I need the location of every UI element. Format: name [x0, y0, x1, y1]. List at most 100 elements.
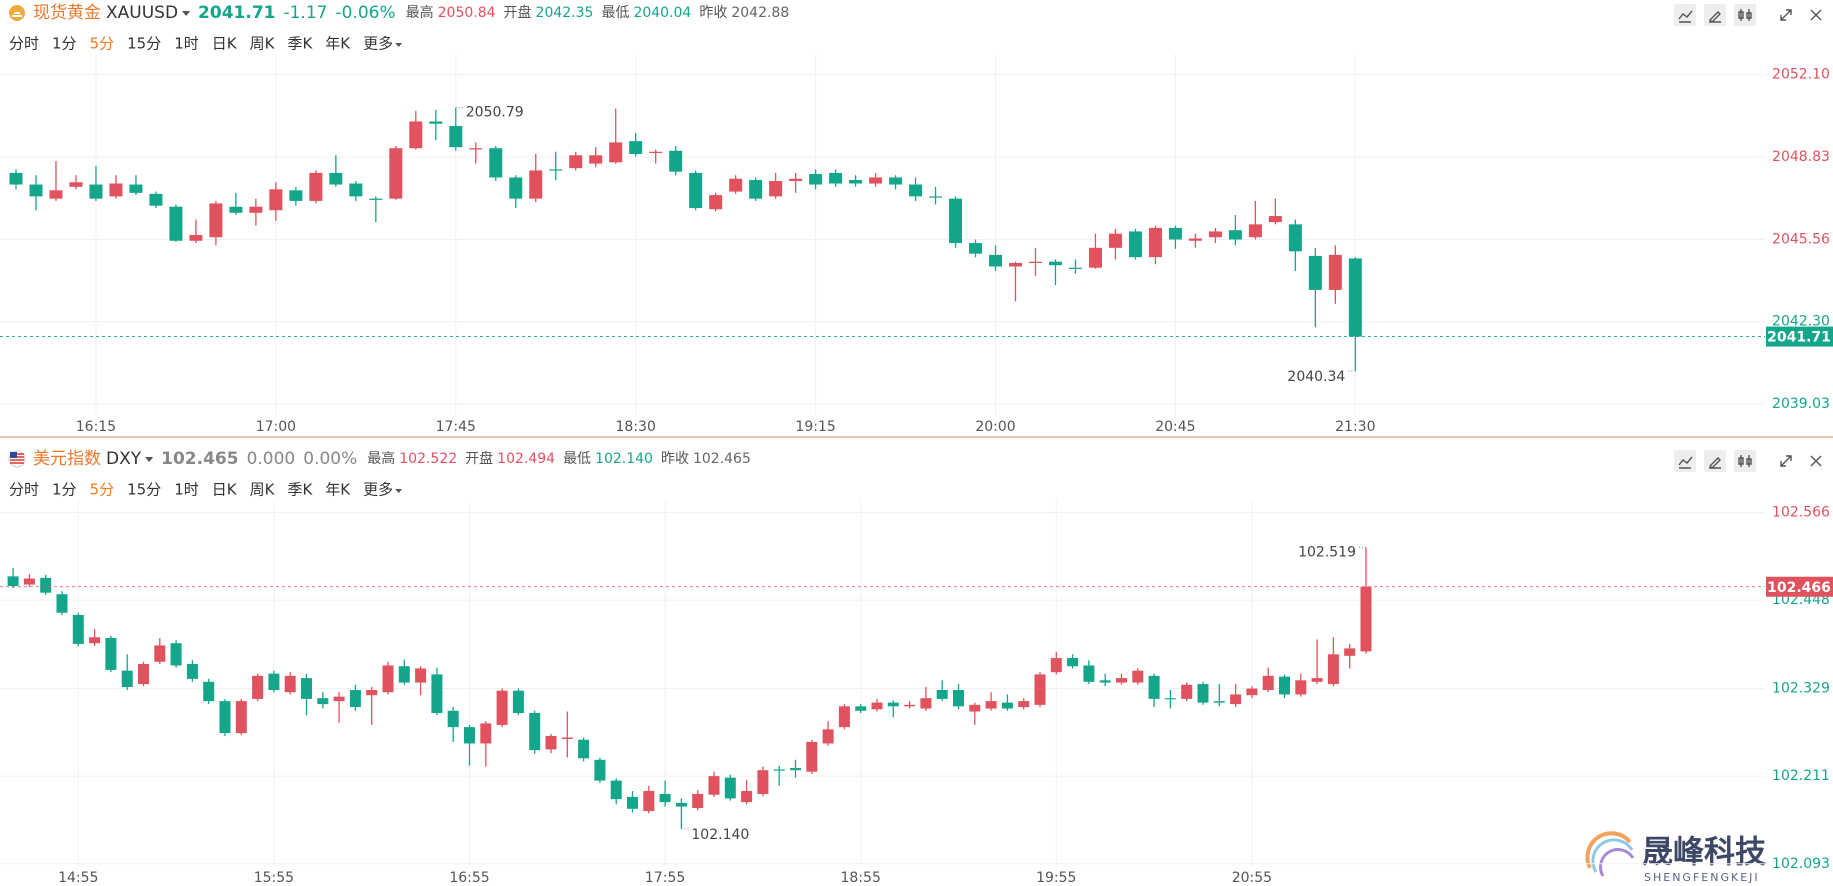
candle-body — [949, 198, 963, 244]
candle-body — [887, 702, 899, 707]
candle-body — [317, 698, 329, 705]
candle-body — [929, 196, 943, 198]
y-tick-label: 2045.56 — [1772, 232, 1830, 248]
toolbar-button[interactable] — [1734, 4, 1756, 26]
candle-body — [609, 142, 623, 163]
interval-tab[interactable]: 周K — [250, 481, 276, 499]
price: 102.465 — [161, 449, 238, 469]
candle-body — [105, 637, 117, 670]
candle-body — [1348, 258, 1362, 337]
candle-body — [512, 690, 524, 714]
candle-body — [1028, 261, 1042, 263]
interval-tab[interactable]: 5分 — [90, 35, 115, 53]
x-tick-label: 17:45 — [436, 419, 476, 435]
interval-tab[interactable]: 年K — [325, 35, 351, 53]
candle-body — [1108, 233, 1122, 248]
candle-body — [1068, 267, 1082, 269]
candle-body — [9, 172, 23, 185]
extreme-label: 102.519 — [1298, 544, 1356, 560]
candle-body — [170, 643, 182, 666]
candle-body — [849, 179, 863, 184]
candle-body — [309, 172, 323, 201]
candle-body — [561, 737, 573, 740]
toolbar-icon — [1780, 455, 1792, 467]
interval-tab[interactable]: 1分 — [52, 35, 77, 53]
candle-body — [235, 701, 247, 734]
candle-body — [1328, 254, 1342, 290]
interval-tab[interactable]: 分时 — [9, 481, 39, 499]
candle-body — [1327, 654, 1339, 685]
toolbar-icon — [1810, 9, 1822, 21]
interval-tab[interactable]: 季K — [287, 481, 313, 499]
x-tick-label: 19:55 — [1036, 870, 1076, 886]
interval-tab[interactable]: 分时 — [9, 35, 39, 53]
instrument-symbol: DXY — [106, 449, 142, 469]
candle-body — [72, 614, 84, 644]
stat-value: 2040.04 — [633, 5, 691, 21]
flag-canton — [10, 452, 17, 458]
candle-body — [1213, 701, 1225, 703]
candle-body — [869, 177, 883, 184]
candle-body — [464, 727, 475, 744]
candle-body — [729, 178, 743, 192]
candle-body — [757, 770, 769, 794]
candle-body — [1083, 665, 1095, 682]
candle-body — [889, 177, 903, 185]
candle-body — [627, 796, 638, 809]
interval-tab[interactable]: 年K — [325, 481, 351, 499]
candle-body — [49, 190, 63, 199]
candle-body — [871, 702, 883, 710]
interval-tab[interactable]: 日K — [212, 481, 238, 499]
interval-tab[interactable]: 周K — [250, 35, 276, 53]
candle-body — [692, 793, 704, 809]
toolbar-button[interactable] — [1734, 450, 1756, 472]
candle-body — [769, 181, 783, 197]
watermark-title: 晟峰科技 — [1642, 835, 1766, 871]
y-tick-label: 102.093 — [1772, 856, 1830, 872]
x-tick-label: 14:55 — [58, 870, 98, 886]
candle-body — [708, 776, 720, 795]
candle-body — [509, 177, 523, 199]
candle-body — [1164, 698, 1176, 700]
interval-tab[interactable]: 1分 — [52, 481, 77, 499]
interval-tab[interactable]: 季K — [287, 35, 313, 53]
candle-body — [301, 678, 312, 699]
x-tick-label: 20:55 — [1232, 870, 1272, 886]
candle-body — [549, 169, 563, 171]
candle-body — [809, 173, 823, 185]
candle-body — [249, 206, 263, 213]
instrument-name: 美元指数 — [33, 449, 101, 469]
interval-tab[interactable]: 15分 — [127, 35, 161, 53]
candle-body — [329, 172, 343, 185]
interval-tab[interactable]: 5分 — [90, 481, 115, 499]
interval-tab[interactable]: 1时 — [174, 481, 199, 499]
stat-label: 开盘 — [465, 450, 493, 467]
candle-body — [252, 675, 264, 699]
stat-label: 最高 — [367, 450, 395, 467]
candle-body — [749, 179, 763, 199]
candle-body — [349, 183, 363, 197]
toolbar-icon — [1709, 11, 1721, 23]
candle-body — [1001, 702, 1013, 709]
interval-tab[interactable]: 1时 — [174, 35, 199, 53]
candle-body — [29, 184, 43, 197]
y-tick-label: 2052.10 — [1772, 67, 1830, 83]
candle-body — [169, 206, 183, 241]
y-tick-label: 102.211 — [1772, 768, 1830, 784]
candle-body — [806, 741, 818, 772]
interval-tab[interactable]: 日K — [212, 35, 238, 53]
interval-tab[interactable]: 更多 — [363, 481, 393, 499]
more-dropdown — [395, 489, 403, 493]
candle-body — [1132, 670, 1144, 683]
interval-tab[interactable]: 更多 — [363, 35, 393, 53]
candle-body — [366, 689, 378, 696]
candle-body — [480, 723, 492, 744]
candle-body — [920, 698, 932, 709]
candle-body — [431, 674, 443, 714]
candle-body — [1034, 674, 1046, 705]
watermark-subtitle: SHENGFENGKEJI — [1644, 871, 1760, 884]
candle-body — [790, 767, 801, 771]
y-tick-label: 102.566 — [1772, 504, 1830, 520]
interval-tab[interactable]: 15分 — [127, 481, 161, 499]
